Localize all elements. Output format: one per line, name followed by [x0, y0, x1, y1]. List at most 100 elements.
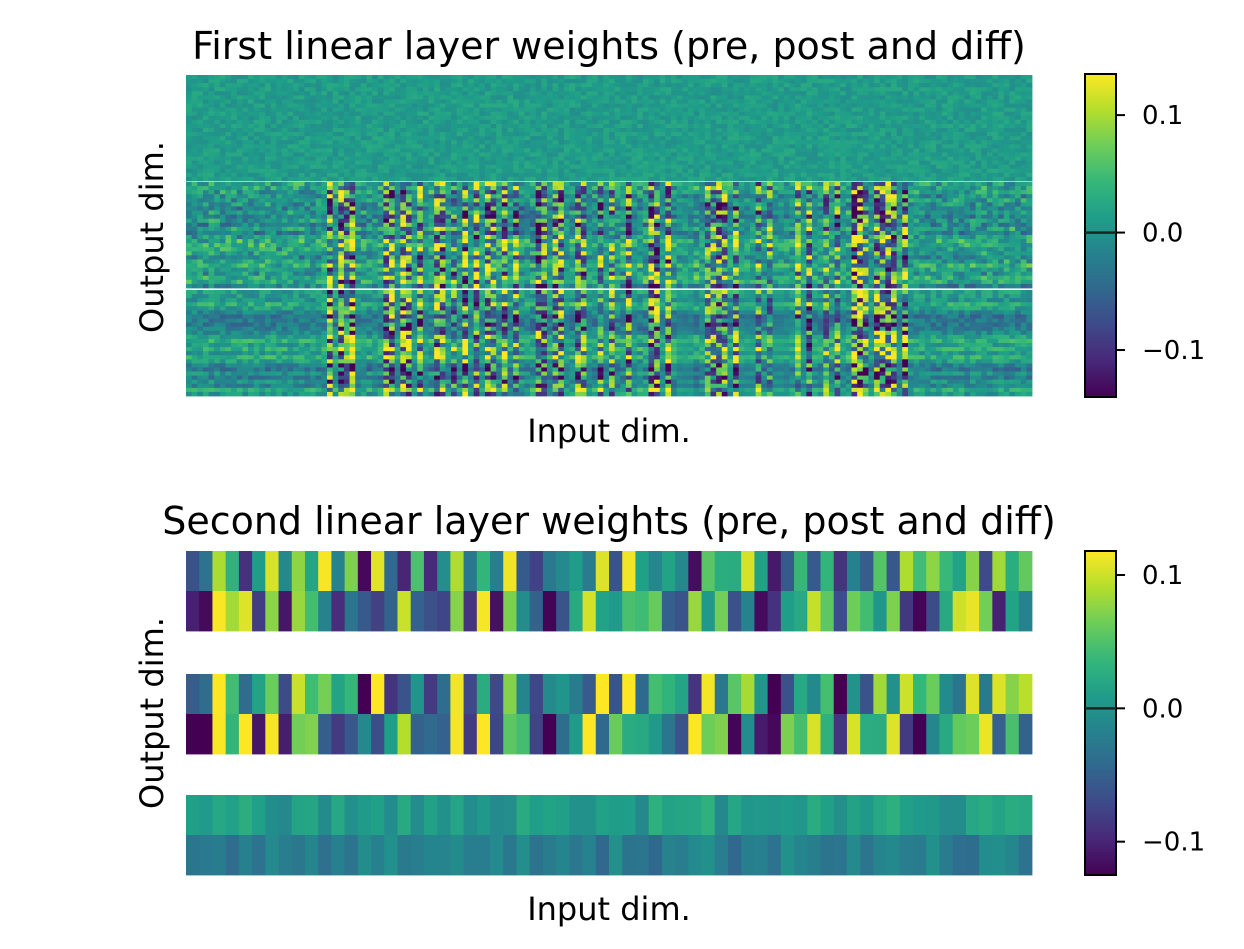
heatmap-cell	[597, 144, 604, 149]
heatmap-cell	[377, 103, 384, 109]
heatmap-cell	[845, 190, 852, 195]
heatmap-cell	[727, 123, 734, 129]
heatmap-cell	[1020, 144, 1027, 149]
heatmap-cell	[755, 202, 762, 207]
heatmap-cell	[315, 148, 322, 153]
heatmap-cell	[355, 119, 362, 125]
heatmap-cell	[276, 140, 283, 145]
heatmap-cell	[496, 123, 503, 129]
heatmap-cell	[552, 168, 559, 174]
heatmap-cell	[936, 152, 943, 157]
heatmap-cell	[1015, 95, 1022, 100]
heatmap-cell	[727, 136, 734, 141]
heatmap-cell	[293, 79, 300, 84]
heatmap-cell	[546, 206, 553, 211]
heatmap-cell	[231, 107, 238, 113]
heatmap-cell	[552, 87, 559, 92]
heatmap-cell	[563, 206, 570, 211]
heatmap-cell	[186, 136, 193, 141]
heatmap-cell	[428, 172, 435, 178]
heatmap-cell	[1003, 87, 1010, 92]
heatmap-cell	[552, 75, 559, 80]
heatmap-cell	[569, 168, 576, 174]
heatmap-cell	[417, 75, 424, 80]
heatmap-cell	[992, 202, 999, 207]
heatmap-cell	[682, 115, 689, 121]
heatmap-cell	[276, 160, 283, 166]
heatmap-cell	[969, 79, 976, 84]
heatmap-cell	[812, 91, 819, 96]
heatmap-cell	[524, 107, 531, 113]
heatmap-cell	[586, 111, 593, 117]
heatmap-cell	[253, 186, 260, 191]
heatmap-cell	[637, 198, 644, 203]
heatmap-cell	[958, 156, 965, 162]
heatmap-cell	[321, 164, 328, 170]
heatmap-cell	[428, 164, 435, 170]
heatmap-cell	[738, 128, 745, 133]
heatmap-cell	[541, 144, 548, 149]
heatmap-cell	[321, 83, 328, 88]
heatmap-cell	[191, 99, 198, 104]
heatmap-cell	[981, 148, 988, 153]
heatmap-cell	[456, 123, 463, 129]
heatmap-cell	[310, 176, 317, 182]
heatmap-cell	[1020, 194, 1027, 199]
heatmap-cell	[490, 148, 497, 153]
heatmap-cell	[885, 83, 892, 88]
heatmap-cell	[614, 160, 621, 166]
heatmap-cell	[197, 148, 204, 153]
heatmap-cell	[828, 119, 835, 125]
heatmap-cell	[580, 83, 587, 88]
heatmap-cell	[242, 182, 249, 187]
heatmap-cell	[541, 182, 548, 187]
heatmap-cell	[208, 160, 215, 166]
heatmap-cell	[580, 198, 587, 203]
heatmap-cell	[716, 186, 723, 191]
heatmap-cell	[682, 99, 689, 104]
heatmap-cell	[417, 194, 424, 199]
heatmap-cell	[332, 156, 339, 162]
heatmap-cell	[479, 160, 486, 166]
heatmap-cell	[885, 202, 892, 207]
heatmap-cell	[208, 107, 215, 113]
heatmap-cell	[366, 152, 373, 157]
heatmap-cell	[981, 119, 988, 125]
heatmap-cell	[879, 190, 886, 195]
heatmap-cell	[569, 144, 576, 149]
heatmap-cell	[304, 160, 311, 166]
heatmap-cell	[992, 168, 999, 174]
heatmap-cell	[417, 103, 424, 109]
heatmap-cell	[879, 148, 886, 153]
heatmap-cell	[654, 156, 661, 162]
heatmap-cell	[851, 206, 858, 211]
heatmap-cell	[293, 164, 300, 170]
heatmap-cell	[479, 115, 486, 121]
heatmap-cell	[778, 119, 785, 125]
heatmap-cell	[445, 172, 452, 178]
heatmap-cell	[750, 164, 757, 170]
heatmap-cell	[479, 87, 486, 92]
heatmap-cell	[468, 182, 475, 187]
heatmap-cell	[772, 123, 779, 129]
heatmap-cell	[614, 190, 621, 195]
heatmap-cell	[772, 206, 779, 211]
heatmap-cell	[874, 148, 881, 153]
heatmap-cell	[411, 172, 418, 178]
heatmap-cell	[462, 115, 469, 121]
heatmap-cell	[473, 99, 480, 104]
heatmap-cell	[614, 99, 621, 104]
heatmap-cell	[687, 119, 694, 125]
heatmap-cell	[501, 136, 508, 141]
heatmap-cell	[783, 83, 790, 88]
heatmap-cell	[208, 123, 215, 129]
heatmap-cell	[891, 194, 898, 199]
heatmap-cell	[687, 128, 694, 133]
heatmap-cell	[778, 75, 785, 80]
heatmap-cell	[823, 172, 830, 178]
heatmap-cell	[377, 168, 384, 174]
heatmap-cell	[563, 83, 570, 88]
heatmap-cell	[259, 91, 266, 96]
heatmap-cell	[355, 182, 362, 187]
heatmap-cell	[778, 152, 785, 157]
